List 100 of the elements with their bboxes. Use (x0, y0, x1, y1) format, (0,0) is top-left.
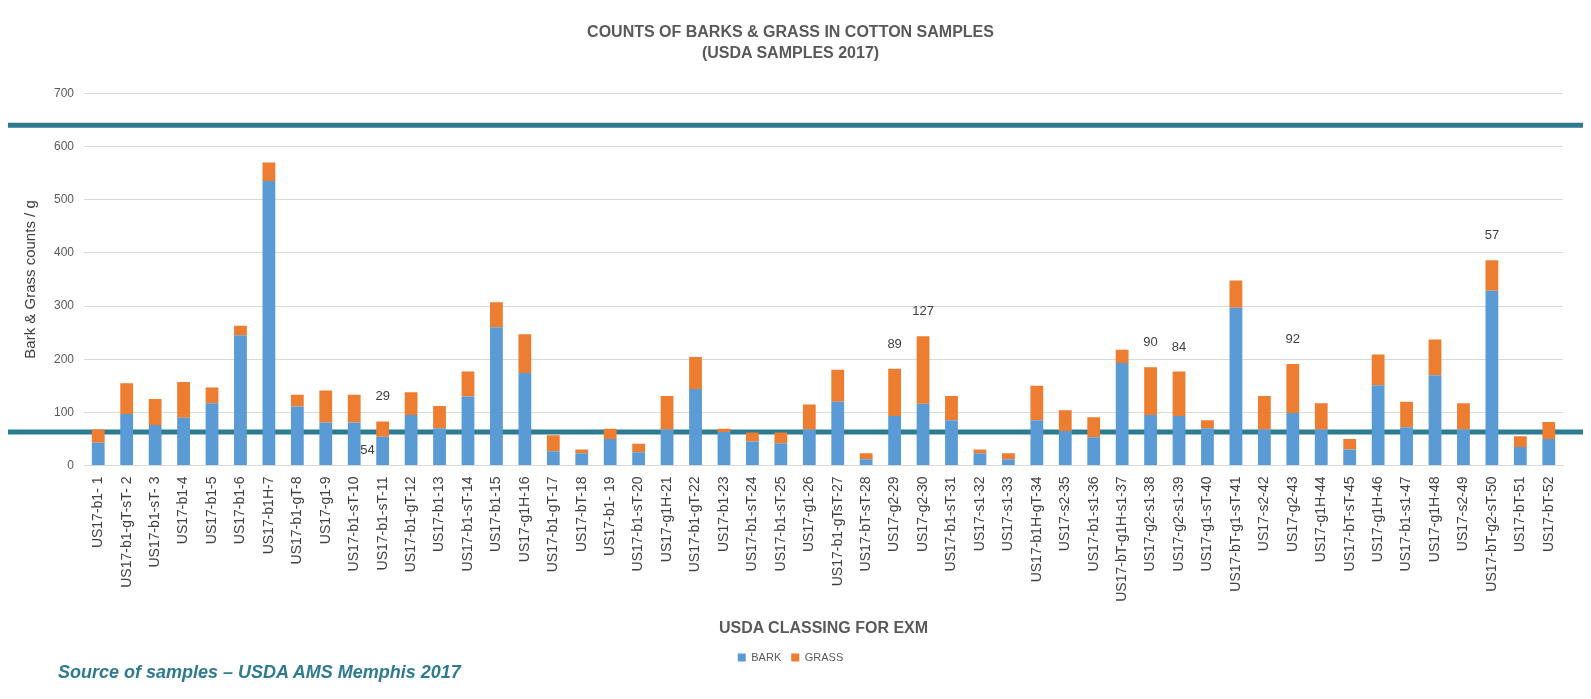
bar (148, 425, 162, 466)
bar (1485, 260, 1499, 291)
x-tick-label: US17-b1-sT-20 (629, 476, 646, 572)
bar (319, 390, 333, 423)
x-tick-label: US17-s2-42 (1255, 476, 1272, 552)
bar (404, 392, 418, 416)
data-label: 29 (375, 388, 390, 404)
x-axis-title: USDA CLASSING FOR EXM (718, 618, 929, 636)
bar (746, 441, 759, 466)
y-tick-label: 300 (53, 298, 75, 313)
bar (1400, 401, 1413, 428)
x-tick-label: US17-b1H-gT-34 (1027, 476, 1044, 583)
bar (802, 404, 816, 430)
bar (1201, 420, 1214, 429)
y-tick-label: 0 (67, 457, 75, 472)
legend-label: GRASS (804, 650, 844, 663)
bar (433, 428, 446, 466)
bar (632, 443, 646, 453)
x-tick-label: US17-g2-s1-38 (1141, 476, 1158, 572)
bar (1001, 453, 1015, 460)
bar (1542, 421, 1556, 439)
bar (1343, 438, 1357, 450)
bar (376, 436, 390, 466)
bar (91, 429, 105, 443)
data-label: 90 (1143, 334, 1158, 350)
bar (1457, 403, 1470, 430)
bar (319, 422, 333, 466)
bar (859, 459, 873, 466)
x-tick-label: US17-g1H-16 (515, 476, 532, 563)
bar (888, 416, 902, 466)
y-tick-label: 600 (53, 138, 75, 153)
x-tick-label: US17-b1-sT-14 (458, 476, 475, 572)
x-tick-label: US17-b1-gT-22 (686, 476, 703, 573)
bar (689, 357, 702, 389)
bar (1087, 437, 1101, 466)
bar (660, 395, 674, 430)
bar (1314, 429, 1328, 466)
bar (1314, 403, 1328, 430)
bar (518, 334, 532, 374)
bar (1428, 375, 1442, 466)
bar (1030, 420, 1044, 466)
bar (1172, 416, 1186, 466)
bar (660, 429, 674, 466)
bar (603, 428, 617, 439)
x-tick-label: US17-g1-9 (316, 476, 333, 545)
bar (461, 396, 475, 466)
bar (404, 415, 418, 466)
y-axis-title: Bark & Grass counts / g (21, 200, 39, 359)
x-tick-label: US17-g1H-21 (657, 476, 674, 563)
bar (831, 401, 845, 466)
x-tick-label: US17-b1-sT-11 (373, 476, 390, 571)
bar (290, 394, 304, 407)
x-tick-label: US17-s1-33 (999, 476, 1016, 552)
bar (916, 336, 930, 404)
bar (177, 382, 190, 418)
bar (1115, 349, 1129, 363)
bar (461, 371, 475, 397)
chart-subtitle: (USDA SAMPLES 2017) (701, 44, 880, 62)
bar (120, 383, 134, 414)
bar (262, 162, 276, 182)
bar (774, 443, 788, 466)
bar (1201, 428, 1214, 466)
x-tick-label: US17-b1-sT-24 (743, 476, 760, 572)
bar (1115, 362, 1129, 466)
y-tick-label: 100 (53, 404, 75, 419)
bar (490, 327, 503, 466)
bar (1428, 339, 1442, 376)
x-tick-label: US17-b1- 19 (601, 476, 618, 556)
x-tick-label: US17-g1H-46 (1368, 476, 1385, 563)
bar (1343, 449, 1357, 466)
bar (859, 453, 873, 460)
bar (1371, 354, 1385, 386)
x-tick-label: US17-bT-51 (1511, 476, 1528, 553)
bar (1513, 436, 1527, 447)
bar (575, 453, 589, 466)
x-tick-label: US17-s2-49 (1454, 476, 1471, 552)
x-tick-label: US17-b1-gT-8 (288, 476, 305, 565)
y-tick-label: 500 (53, 192, 75, 207)
y-tick-label: 200 (53, 351, 75, 366)
bar (973, 453, 987, 466)
x-tick-label: US17-b1-sT-10 (345, 476, 362, 572)
data-label: 54 (360, 442, 375, 458)
bar (1485, 290, 1499, 466)
x-tick-label: US17-b1- 1 (89, 476, 106, 549)
bar (1513, 446, 1527, 466)
x-tick-label: US17-bT-g1-sT-41 (1226, 476, 1243, 592)
bar (91, 442, 105, 466)
y-tick-label: 700 (53, 85, 75, 100)
bar (1229, 307, 1243, 466)
bar (490, 302, 503, 328)
bar (945, 420, 958, 466)
x-tick-label: US17-b1H-7 (259, 476, 276, 555)
x-tick-label: US17-bT-18 (572, 476, 589, 553)
bar (234, 335, 247, 466)
x-tick-label: US17-s2-35 (1056, 476, 1073, 552)
bar (120, 413, 134, 466)
bar (1030, 385, 1044, 421)
bar (234, 325, 247, 336)
bar (1172, 371, 1186, 417)
bar (205, 403, 219, 466)
